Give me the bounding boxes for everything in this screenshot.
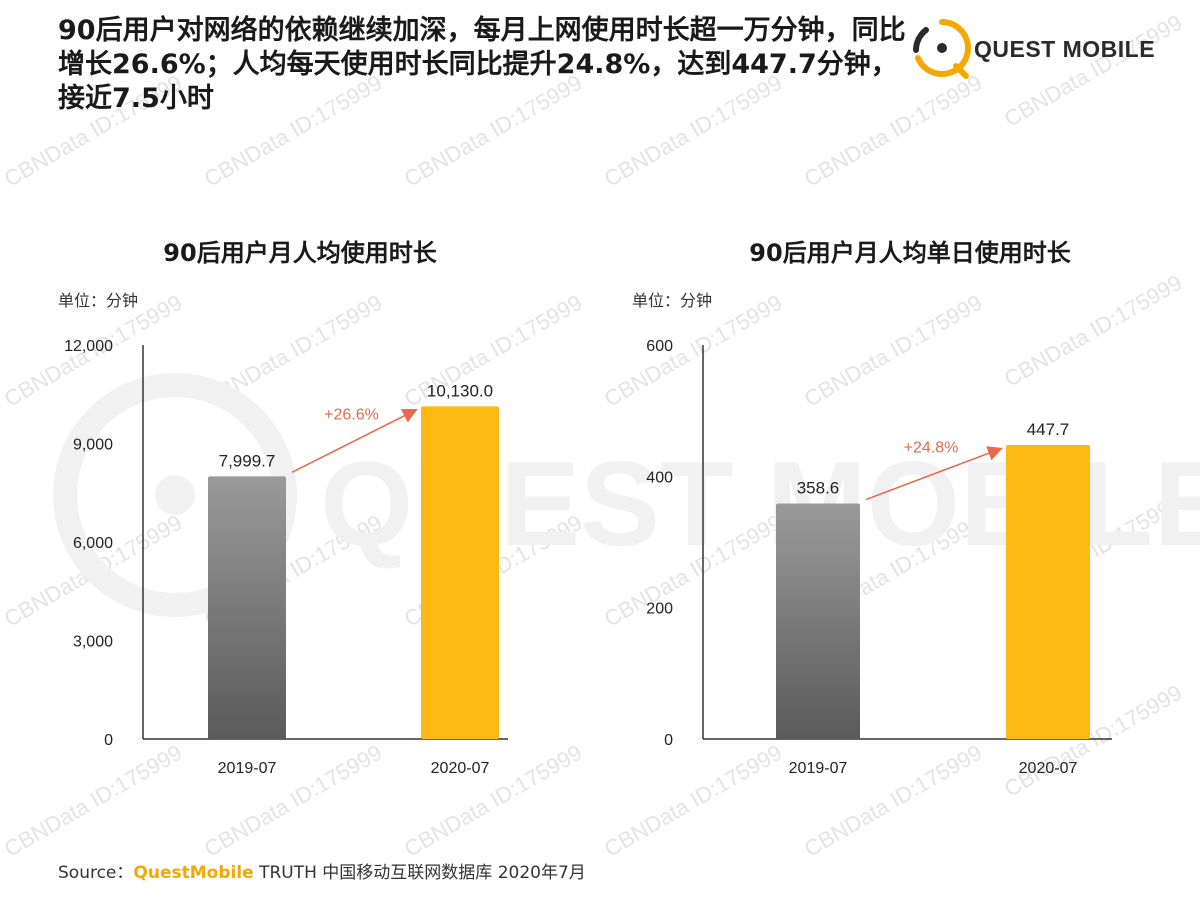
y-tick-label: 6,000 bbox=[73, 535, 113, 552]
bar-2020-07 bbox=[421, 406, 499, 739]
chart-1: 0 3,000 6,000 9,000 12,000 7,999.7 2019-07 10,1… bbox=[64, 338, 508, 777]
y-tick-label: 600 bbox=[646, 338, 673, 355]
growth-label: +24.8% bbox=[904, 439, 959, 456]
y-tick-label: 400 bbox=[646, 469, 673, 486]
y-tick-label: 9,000 bbox=[73, 437, 113, 454]
bar-2020-07 bbox=[1006, 445, 1090, 739]
y-tick-label: 200 bbox=[646, 601, 673, 618]
bar-value-label: 358.6 bbox=[797, 479, 840, 498]
bar-value-label: 7,999.7 bbox=[219, 451, 276, 470]
source-rest: TRUTH 中国移动互联网数据库 2020年7月 bbox=[253, 863, 586, 883]
chart-2-unit: 单位：分钟 bbox=[632, 291, 713, 310]
growth-arrow bbox=[865, 446, 1003, 501]
y-tick-label: 0 bbox=[104, 732, 113, 749]
questmobile-logo: QUEST MOBILE bbox=[912, 14, 1182, 84]
growth-arrow bbox=[291, 409, 418, 474]
chart-1-title: 90后用户月人均使用时长 bbox=[163, 239, 437, 267]
chart-2-title: 90后用户月人均单日使用时长 bbox=[749, 239, 1071, 267]
x-tick-label: 2019-07 bbox=[218, 760, 277, 777]
source-note: Source：QuestMobile TRUTH 中国移动互联网数据库 2020… bbox=[58, 858, 586, 883]
chart-1-unit: 单位：分钟 bbox=[58, 291, 139, 310]
bar-2019-07 bbox=[208, 476, 286, 739]
source-prefix: Source： bbox=[58, 863, 134, 883]
x-tick-label: 2020-07 bbox=[1019, 760, 1078, 777]
page-headline: 90后用户对网络的依赖继续加深，每月上网使用时长超一万分钟，同比增长26.6%；… bbox=[58, 15, 906, 114]
y-tick-label: 3,000 bbox=[73, 634, 113, 651]
y-tick-label: 12,000 bbox=[64, 338, 113, 355]
y-tick-label: 0 bbox=[664, 732, 673, 749]
chart-2: 0 200 400 600 358.6 2019-07 447.7 2020-07 +24.8% bbox=[646, 338, 1112, 777]
logo-text: QUEST MOBILE bbox=[974, 36, 1156, 62]
x-tick-label: 2020-07 bbox=[431, 760, 490, 777]
bar-value-label: 447.7 bbox=[1027, 420, 1070, 439]
source-brand: QuestMobile bbox=[133, 863, 254, 883]
bar-2019-07 bbox=[776, 503, 860, 739]
x-tick-label: 2019-07 bbox=[789, 760, 848, 777]
bar-value-label: 10,130.0 bbox=[427, 381, 493, 400]
logo-icon bbox=[913, 19, 971, 79]
growth-label: +26.6% bbox=[324, 406, 379, 423]
